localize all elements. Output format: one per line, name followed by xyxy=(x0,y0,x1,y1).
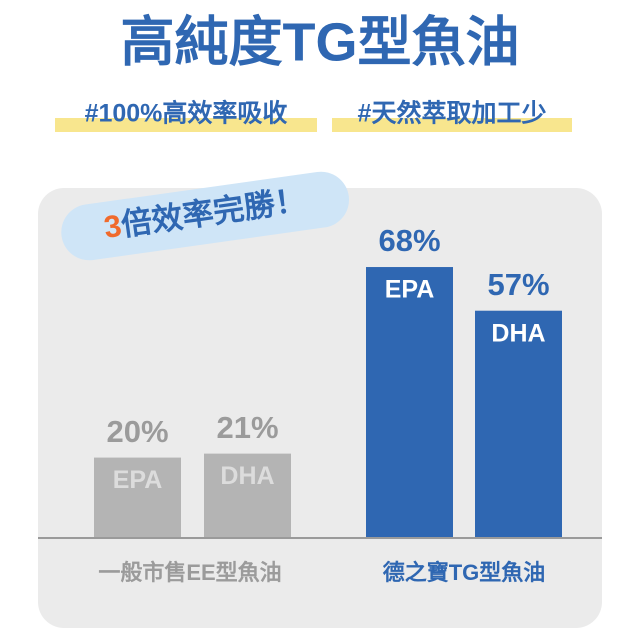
tag: #天然萃取加工少 xyxy=(358,99,547,128)
value-label: 21% xyxy=(216,410,278,445)
bar xyxy=(475,310,562,537)
tag: #100%高效率吸收 xyxy=(85,99,288,128)
badge-pill xyxy=(61,171,350,261)
badge-number: 3 xyxy=(102,208,124,245)
x-tick-label: 一般市售EE型魚油 xyxy=(98,560,281,585)
bar xyxy=(94,457,181,537)
chart-title: 高純度TG型魚油 xyxy=(121,12,520,72)
x-tick-label: 德之寶TG型魚油 xyxy=(383,560,546,585)
bar xyxy=(366,267,453,537)
bar xyxy=(204,453,291,537)
series-label: DHA xyxy=(220,462,274,490)
series-label: EPA xyxy=(113,466,163,494)
series-label: DHA xyxy=(491,319,545,347)
tag-highlight xyxy=(55,118,317,132)
tag-highlight xyxy=(332,118,572,132)
value-label: 68% xyxy=(378,223,440,258)
value-label: 20% xyxy=(106,414,168,449)
series-label: EPA xyxy=(385,276,435,304)
value-label: 57% xyxy=(487,267,549,302)
